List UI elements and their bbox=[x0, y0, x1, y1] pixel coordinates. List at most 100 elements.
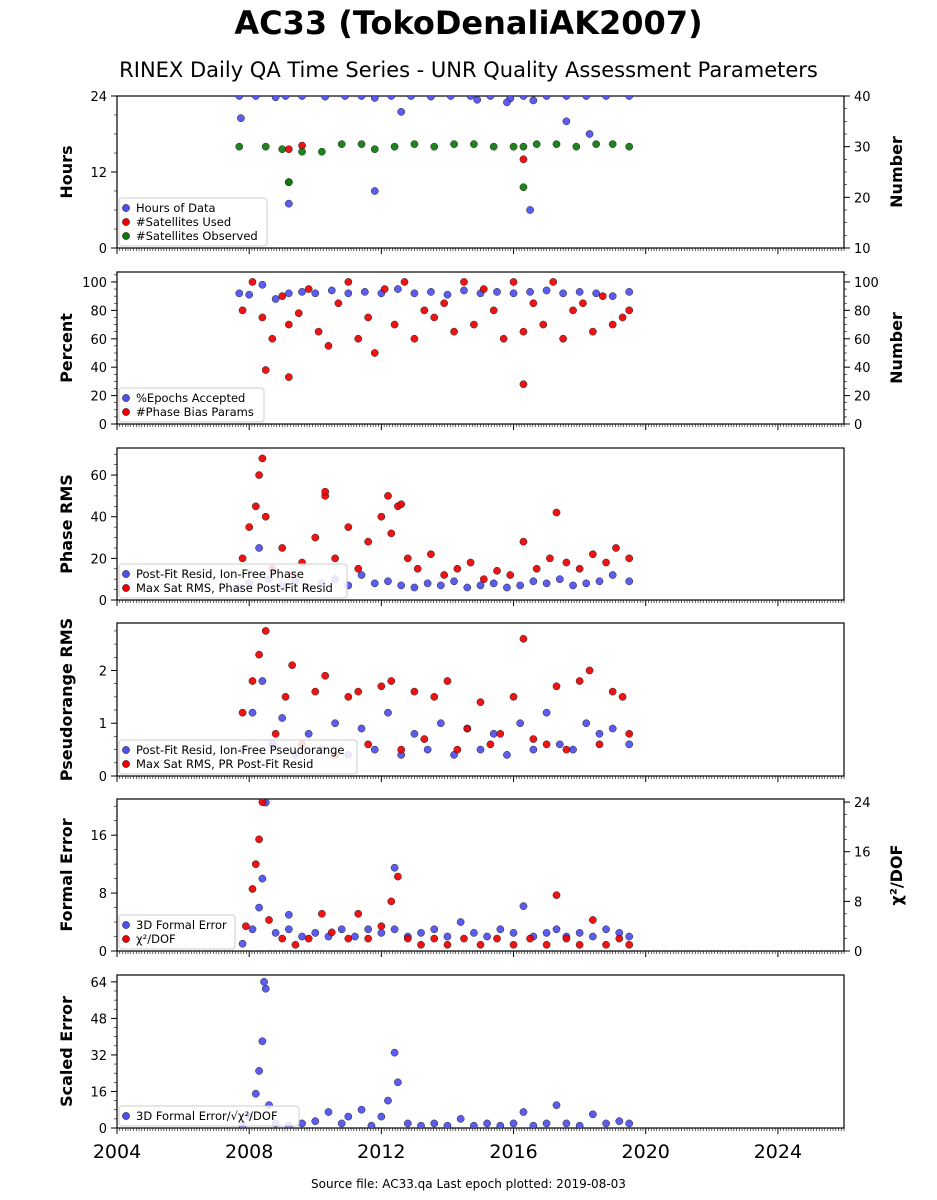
data-point bbox=[384, 492, 392, 500]
y-tick-label: 12 bbox=[90, 166, 107, 181]
data-point bbox=[387, 96, 396, 100]
data-point bbox=[493, 566, 501, 575]
data-point bbox=[509, 693, 518, 701]
data-point bbox=[562, 1119, 571, 1128]
chart-subtitle: RINEX Daily QA Time Series - UNR Quality… bbox=[119, 58, 818, 82]
data-point bbox=[436, 719, 445, 728]
legend: %Epochs Accepted#Phase Bias Params bbox=[118, 387, 265, 423]
data-point bbox=[251, 860, 260, 868]
data-point bbox=[595, 729, 604, 738]
data-point bbox=[608, 292, 617, 300]
data-point bbox=[575, 940, 584, 949]
data-point bbox=[394, 872, 402, 881]
data-point bbox=[552, 508, 561, 517]
data-point bbox=[281, 96, 290, 100]
data-point bbox=[417, 1121, 425, 1128]
data-point bbox=[552, 682, 561, 691]
data-point bbox=[304, 285, 313, 293]
data-point bbox=[390, 925, 399, 934]
data-point bbox=[403, 1119, 412, 1128]
data-point bbox=[337, 925, 346, 934]
data-point bbox=[258, 454, 267, 463]
data-point bbox=[278, 145, 287, 154]
data-point bbox=[255, 544, 263, 552]
y-tick-label: 40 bbox=[90, 361, 107, 376]
data-point bbox=[281, 693, 290, 701]
data-point bbox=[311, 687, 320, 696]
y2-tick-label: 0 bbox=[854, 945, 862, 960]
data-point bbox=[476, 940, 485, 949]
data-point bbox=[255, 903, 263, 912]
data-point bbox=[397, 500, 406, 509]
data-point bbox=[417, 929, 425, 937]
data-point bbox=[503, 98, 511, 107]
legend-label: 3D Formal Error/√χ²/DOF bbox=[136, 1109, 278, 1123]
panel-3: 0 20 40 60 Phase RMS Post-Fit Resid, Ion-Free… bbox=[57, 447, 845, 609]
legend-marker bbox=[122, 584, 130, 592]
data-point bbox=[327, 286, 336, 295]
legend-label: #Satellites Observed bbox=[136, 229, 258, 243]
data-point bbox=[486, 740, 495, 749]
panel-6: 0 16 32 48 64 Scaled Error 2004 2008 2012 2016 202… bbox=[57, 974, 845, 1163]
data-point bbox=[321, 671, 330, 680]
data-point bbox=[589, 327, 597, 336]
data-point bbox=[625, 306, 634, 315]
data-point bbox=[569, 581, 577, 590]
data-point bbox=[354, 909, 363, 918]
legend-box bbox=[118, 387, 265, 423]
legend-marker bbox=[122, 408, 130, 416]
data-point bbox=[496, 1121, 505, 1128]
data-point bbox=[526, 288, 534, 296]
data-point bbox=[595, 577, 604, 586]
data-point bbox=[592, 140, 601, 148]
data-point bbox=[284, 925, 293, 934]
data-point bbox=[304, 729, 313, 738]
data-point bbox=[423, 745, 432, 754]
data-point bbox=[357, 1105, 366, 1114]
legend-label: Hours of Data bbox=[136, 201, 216, 215]
data-point bbox=[357, 571, 366, 579]
data-point bbox=[258, 1037, 267, 1046]
data-point bbox=[331, 719, 339, 728]
data-point bbox=[251, 502, 260, 511]
data-point bbox=[354, 564, 363, 573]
data-point bbox=[608, 687, 617, 696]
legend-label: #Phase Bias Params bbox=[136, 405, 254, 419]
data-point bbox=[423, 579, 432, 588]
data-point bbox=[446, 96, 455, 100]
data-point bbox=[430, 693, 439, 701]
data-point bbox=[238, 939, 247, 948]
data-point bbox=[357, 96, 366, 100]
data-point bbox=[258, 280, 267, 289]
data-point bbox=[380, 285, 389, 293]
data-point bbox=[278, 544, 287, 552]
data-point bbox=[403, 554, 412, 563]
data-point bbox=[258, 677, 267, 685]
data-point bbox=[470, 140, 478, 148]
data-point bbox=[489, 142, 498, 151]
data-point bbox=[235, 142, 244, 151]
data-point bbox=[618, 693, 627, 701]
data-point bbox=[625, 940, 634, 949]
data-point bbox=[271, 295, 280, 303]
data-point bbox=[625, 577, 634, 586]
legend-box bbox=[118, 914, 236, 950]
y2-tick-label: 20 bbox=[854, 390, 871, 405]
data-point bbox=[509, 929, 518, 937]
y2-tick-label: 40 bbox=[854, 90, 871, 105]
data-point bbox=[314, 327, 323, 336]
data-point bbox=[539, 320, 548, 329]
data-point bbox=[542, 96, 551, 100]
data-point bbox=[364, 925, 372, 934]
legend-label: 3D Formal Error bbox=[136, 918, 227, 932]
data-point bbox=[453, 564, 462, 573]
data-point bbox=[387, 529, 396, 538]
data-point bbox=[519, 380, 528, 389]
data-point bbox=[294, 309, 303, 318]
data-point bbox=[608, 571, 617, 579]
data-point bbox=[413, 564, 422, 573]
data-point bbox=[608, 724, 617, 733]
data-point bbox=[519, 537, 528, 546]
